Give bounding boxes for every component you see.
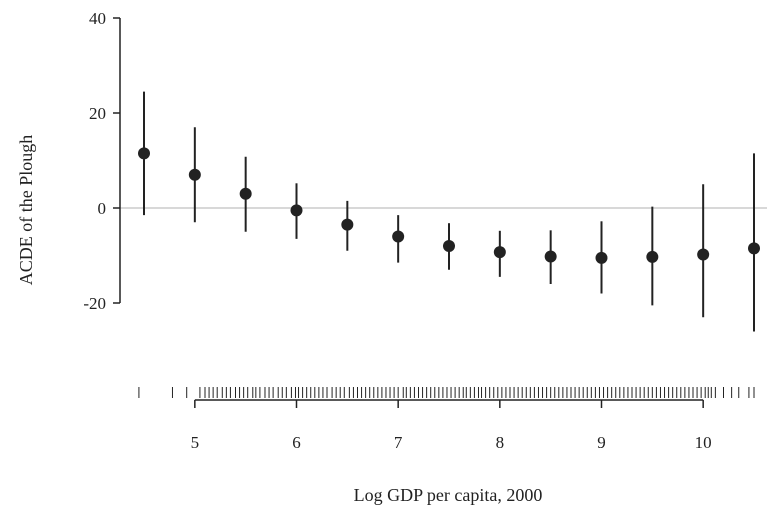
- point-estimate: [239, 187, 252, 200]
- point-estimate: [646, 250, 659, 263]
- point-estimate: [544, 250, 557, 263]
- rug-plot: [138, 387, 755, 398]
- point-estimate: [697, 248, 710, 261]
- point-estimate: [188, 168, 201, 181]
- point-estimate: [392, 230, 405, 243]
- x-tick-label: 6: [292, 433, 301, 452]
- x-tick-label: 8: [496, 433, 505, 452]
- point-estimate: [595, 251, 608, 264]
- x-tick-label: 7: [394, 433, 403, 452]
- point-estimate: [341, 218, 354, 231]
- y-tick-label: 0: [98, 199, 107, 218]
- x-tick-label: 10: [695, 433, 712, 452]
- point-estimate: [493, 246, 506, 259]
- confidence-intervals: [143, 91, 755, 332]
- x-tick-label: 9: [597, 433, 606, 452]
- point-estimate: [748, 242, 760, 255]
- y-tick-label: -20: [83, 294, 106, 313]
- point-estimate: [290, 204, 303, 217]
- y-tick-label: 40: [89, 9, 106, 28]
- x-axis: 5 6 7 8 9 10: [191, 399, 712, 452]
- point-estimates: [138, 147, 760, 264]
- point-estimate: [443, 240, 455, 252]
- y-axis: -20 0 20 40: [83, 9, 121, 313]
- x-axis-title: Log GDP per capita, 2000: [354, 485, 543, 505]
- x-tick-label: 5: [191, 433, 200, 452]
- y-axis-title: ACDE of the Plough: [16, 135, 36, 286]
- point-estimate: [138, 147, 150, 160]
- y-tick-label: 20: [89, 104, 106, 123]
